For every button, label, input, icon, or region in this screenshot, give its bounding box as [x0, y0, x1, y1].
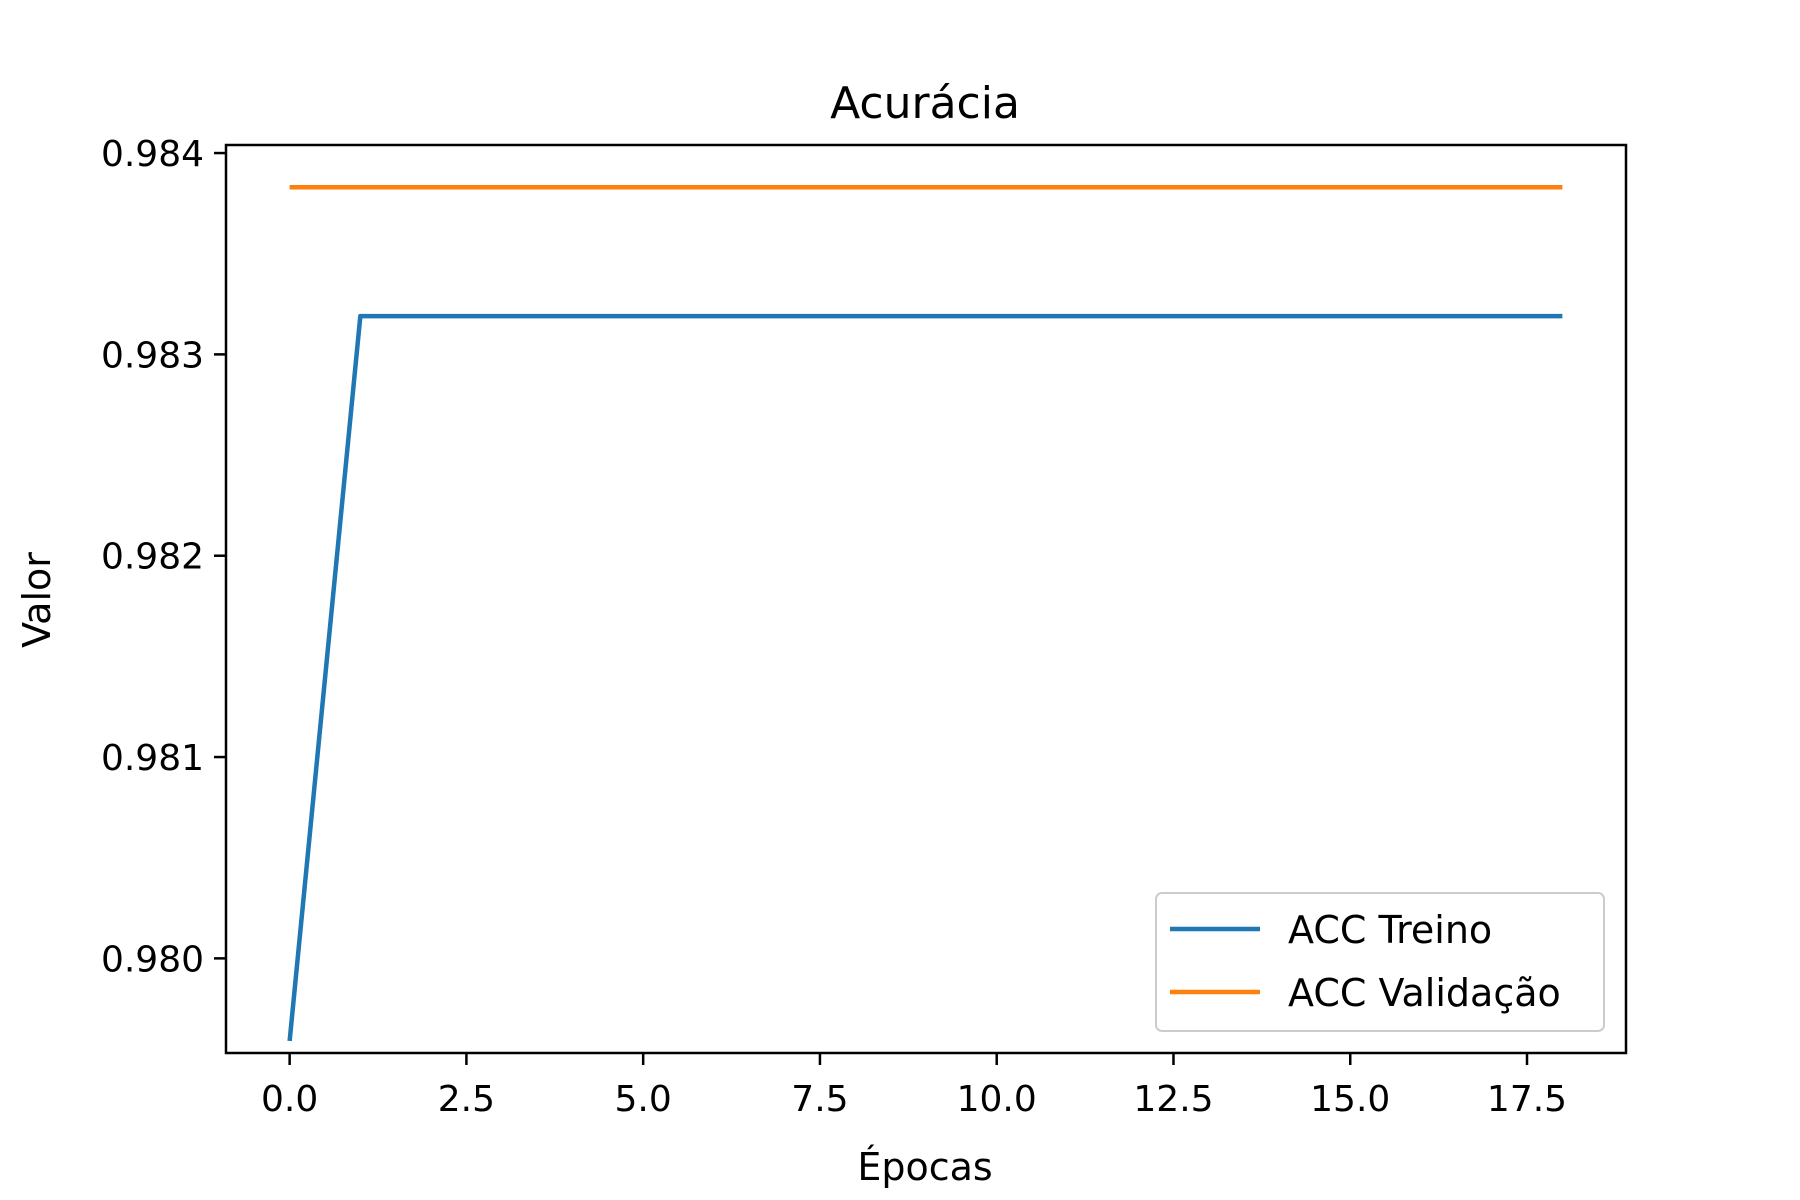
chart-title: Acurácia [830, 78, 1020, 129]
x-tick-label: 12.5 [1133, 1079, 1213, 1120]
x-tick-label: 0.0 [261, 1079, 318, 1120]
x-tick-label: 7.5 [791, 1079, 848, 1120]
y-tick-label: 0.980 [101, 939, 204, 980]
y-axis-label: Valor [15, 552, 59, 648]
series-lines [287, 185, 1563, 1042]
legend-label-train: ACC Treino [1288, 908, 1492, 952]
plot-frame [224, 143, 1628, 1055]
series-line-train [287, 313, 1563, 1042]
x-axis-label: Épocas [857, 1145, 992, 1189]
x-tick-label: 2.5 [438, 1079, 495, 1120]
legend-label-validation: ACC Validação [1288, 971, 1561, 1015]
legend: ACC Treino ACC Validação [1155, 892, 1605, 1032]
y-tick-label: 0.982 [101, 537, 204, 578]
y-tick-label: 0.984 [101, 134, 204, 175]
x-tick-label: 10.0 [957, 1079, 1037, 1120]
x-tick-label: 17.5 [1487, 1079, 1567, 1120]
x-tick-label: 5.0 [615, 1079, 672, 1120]
y-tick-label: 0.983 [101, 335, 204, 376]
x-tick-label: 15.0 [1310, 1079, 1390, 1120]
y-tick-label: 0.981 [101, 738, 204, 779]
axis-ticks: 0.0 2.5 5.0 7.5 10.0 12.5 15.0 17.5 0.980 0.981 0.… [101, 134, 1567, 1120]
legend-box [1155, 892, 1605, 1032]
